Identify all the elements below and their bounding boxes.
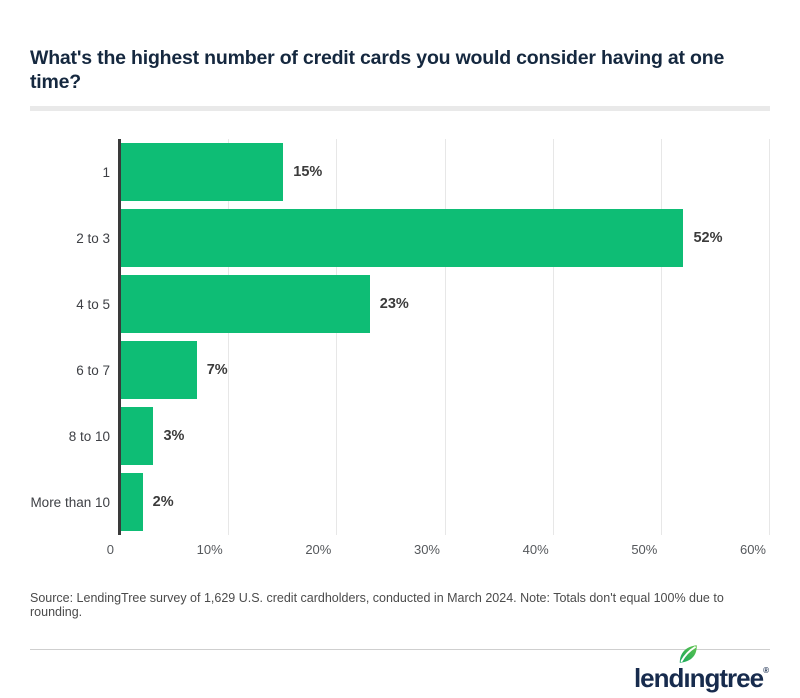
source-note: Source: LendingTree survey of 1,629 U.S.… bbox=[30, 591, 724, 619]
x-tick-label: 30% bbox=[413, 542, 440, 557]
x-tick-label: 60% bbox=[739, 542, 766, 557]
logo-text-after: ngtree bbox=[689, 663, 764, 693]
bar-row: 2% bbox=[121, 469, 770, 535]
registered-mark: ® bbox=[763, 666, 769, 675]
bar-row: 52% bbox=[121, 205, 770, 271]
value-label: 3% bbox=[163, 428, 185, 444]
category-label: 4 to 5 bbox=[76, 296, 110, 312]
bar-row: 7% bbox=[121, 337, 770, 403]
category-label: 6 to 7 bbox=[76, 362, 110, 378]
bar bbox=[121, 341, 197, 399]
bar bbox=[121, 473, 143, 531]
x-tick-label: 10% bbox=[196, 542, 223, 557]
value-label: 2% bbox=[152, 494, 174, 510]
value-label: 7% bbox=[206, 362, 228, 378]
logo-letter-i-glyph: ı bbox=[683, 663, 690, 693]
plot-area: 15% 52% 23% 7% 3% 2% bbox=[118, 139, 770, 535]
bar-chart: 1 2 to 3 4 to 5 6 to 7 8 to 10 More than 10 1… bbox=[30, 139, 770, 565]
value-label: 15% bbox=[293, 164, 323, 180]
x-tick-label: 50% bbox=[631, 542, 658, 557]
category-label: 8 to 10 bbox=[68, 428, 110, 444]
gridline bbox=[660, 139, 662, 535]
bar-row: 15% bbox=[121, 139, 770, 205]
gridline bbox=[769, 139, 770, 535]
logo-text-before: lend bbox=[633, 663, 684, 693]
bar-row: 3% bbox=[121, 403, 770, 469]
value-label: 23% bbox=[379, 296, 409, 312]
gridline bbox=[444, 139, 446, 535]
x-tick-label: 0 bbox=[106, 542, 114, 557]
logo-letter-i: ı bbox=[680, 645, 698, 698]
x-tick-label: 40% bbox=[522, 542, 549, 557]
category-axis: 1 2 to 3 4 to 5 6 to 7 8 to 10 More than 10 bbox=[30, 139, 118, 535]
value-label: 52% bbox=[693, 230, 723, 246]
bar bbox=[121, 209, 684, 267]
lendingtree-logo: lend ıngtree® bbox=[633, 645, 769, 698]
gridline bbox=[552, 139, 554, 535]
bar bbox=[121, 143, 284, 201]
footer-divider bbox=[30, 649, 770, 650]
bar bbox=[121, 407, 154, 465]
x-tick-label: 20% bbox=[305, 542, 332, 557]
title-divider bbox=[30, 106, 770, 111]
chart-title: What's the highest number of credit card… bbox=[30, 47, 725, 93]
bar bbox=[121, 275, 370, 333]
x-axis-ticks: 0 10% 20% 30% 40% 50% 60% bbox=[107, 535, 770, 565]
category-label: 2 to 3 bbox=[76, 230, 110, 246]
gridline bbox=[336, 139, 338, 535]
leaf-icon bbox=[680, 645, 698, 663]
category-label: 1 bbox=[102, 164, 110, 180]
gridline bbox=[228, 139, 230, 535]
category-label: More than 10 bbox=[30, 494, 110, 510]
logo-row: lend ıngtree® bbox=[30, 645, 770, 698]
bar-row: 23% bbox=[121, 271, 770, 337]
